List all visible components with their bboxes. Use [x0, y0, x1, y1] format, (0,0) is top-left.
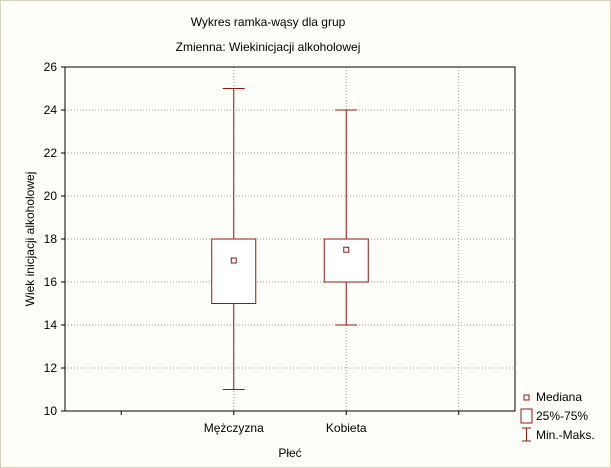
- y-tick-label-12: 12: [44, 361, 58, 375]
- box-group-Mężczyzna: [211, 88, 257, 390]
- box-iqr: [211, 238, 257, 304]
- y-axis-ticks: 10 12 14 16 18 20 22 24 26: [44, 60, 65, 418]
- legend-whisker-symbol: [522, 427, 531, 442]
- chart-title: Wykres ramka-wąsy dla grup: [191, 15, 346, 29]
- y-tick-label-16: 16: [44, 275, 58, 289]
- median-marker: [343, 246, 350, 253]
- legend-box-label: 25%-75%: [536, 409, 588, 423]
- legend-box-symbol: [520, 408, 533, 424]
- median-marker: [230, 257, 237, 264]
- legend-median-label: Mediana: [536, 390, 582, 404]
- legend: Mediana 25%-75% Min.-Maks.: [520, 390, 595, 442]
- y-tick-label-20: 20: [44, 189, 58, 203]
- legend-whisker-label: Min.-Maks.: [536, 428, 595, 442]
- x-axis-label: Płeć: [278, 446, 301, 460]
- y-axis-label: Wiek inicjacji alkoholowej: [23, 172, 37, 307]
- box-iqr: [323, 238, 369, 283]
- y-tick-label-22: 22: [44, 146, 58, 160]
- x-axis-ticks: Mężczyzna Kobieta: [120, 411, 460, 435]
- y-tick-label-14: 14: [44, 318, 58, 332]
- x-tick-label-Mężczyzna: Mężczyzna: [204, 421, 264, 435]
- legend-median-symbol: [523, 394, 530, 401]
- y-tick-label-10: 10: [44, 404, 58, 418]
- y-tick-label-26: 26: [44, 60, 58, 74]
- y-tick-label-18: 18: [44, 232, 58, 246]
- box-series: [211, 88, 369, 390]
- x-tick-label-Kobieta: Kobieta: [326, 421, 367, 435]
- y-tick-label-24: 24: [44, 103, 58, 117]
- box-group-Kobieta: [323, 109, 369, 326]
- chart-subtitle: Zmienna: Wiekinicjacji alkoholowej: [176, 40, 361, 54]
- grid-lines: [65, 67, 515, 411]
